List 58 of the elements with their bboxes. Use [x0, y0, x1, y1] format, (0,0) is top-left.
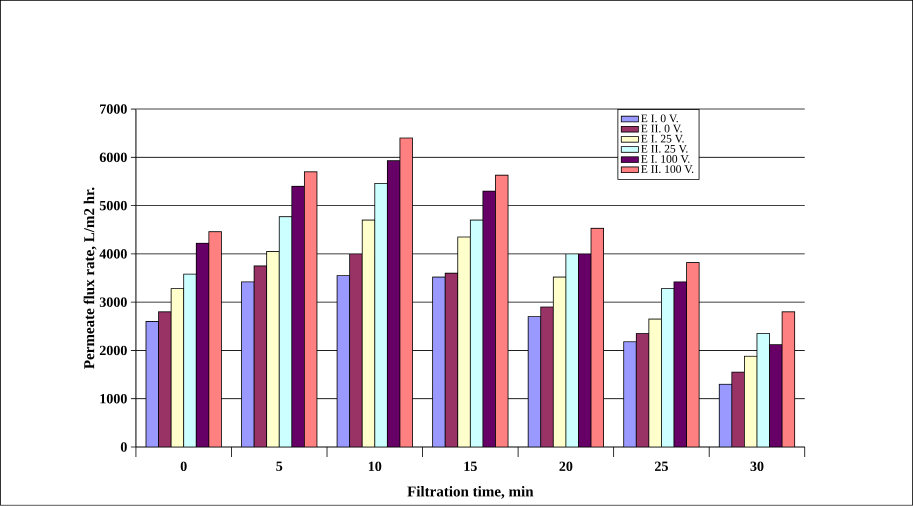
- bar: [386, 160, 400, 448]
- bar: [552, 276, 566, 448]
- x-tick-label: 20: [559, 462, 572, 472]
- x-axis-title: Filtration time, min: [407, 486, 534, 499]
- legend-label: E I. 100 V.: [641, 155, 690, 164]
- bar: [661, 288, 674, 448]
- x-tick-label: 5: [276, 462, 282, 472]
- bar: [146, 321, 159, 448]
- bar: [291, 186, 305, 448]
- bar: [241, 282, 255, 448]
- y-tick-label: 7000: [100, 104, 127, 114]
- bar: [528, 316, 542, 448]
- legend-label: E II. 0 V.: [641, 124, 682, 133]
- bar: [756, 333, 770, 448]
- y-tick-label: 2000: [100, 346, 127, 356]
- legend-label: E II. 25 V.: [641, 145, 688, 153]
- bar: [336, 275, 350, 448]
- bar: [769, 344, 783, 448]
- bar: [674, 282, 687, 448]
- legend-label: E I. 25 V.: [641, 134, 684, 143]
- y-tick-label: 1000: [100, 394, 127, 404]
- bar: [648, 318, 662, 448]
- bar: [432, 276, 446, 448]
- bar: [623, 341, 637, 448]
- bar: [495, 174, 508, 448]
- legend-label: E I. 0 V.: [641, 114, 678, 122]
- x-tick-label: 15: [464, 462, 477, 472]
- y-tick-label: 0: [120, 442, 127, 452]
- bar: [782, 312, 796, 448]
- bar: [304, 172, 318, 448]
- bar: [744, 356, 758, 448]
- bar: [170, 288, 184, 448]
- y-tick-label: 5000: [100, 201, 127, 210]
- bar: [183, 274, 197, 448]
- x-tick-label: 25: [654, 462, 668, 472]
- bar: [470, 220, 484, 448]
- bar: [278, 216, 292, 448]
- legend-label: E II. 100 V.: [641, 165, 694, 174]
- bar: [400, 138, 413, 448]
- bar: [590, 228, 604, 448]
- bar: [565, 254, 579, 448]
- x-tick-label: 30: [750, 462, 764, 472]
- bar: [208, 231, 222, 448]
- bar: [196, 243, 210, 448]
- y-tick-label: 4000: [99, 249, 127, 259]
- x-tick-label: 10: [368, 462, 382, 472]
- bar: [578, 254, 592, 448]
- bar: [362, 220, 376, 448]
- bar: [266, 251, 280, 448]
- y-tick-label: 6000: [100, 152, 127, 162]
- bar: [482, 190, 496, 448]
- bar: [457, 236, 471, 448]
- y-axis-title: Permeate flux rate, L/m2 hr.: [84, 188, 96, 370]
- bar: [686, 262, 700, 448]
- x-tick-label: 0: [180, 462, 187, 472]
- bar: [718, 384, 732, 448]
- bar: [374, 183, 388, 448]
- y-tick-label: 3000: [100, 298, 127, 308]
